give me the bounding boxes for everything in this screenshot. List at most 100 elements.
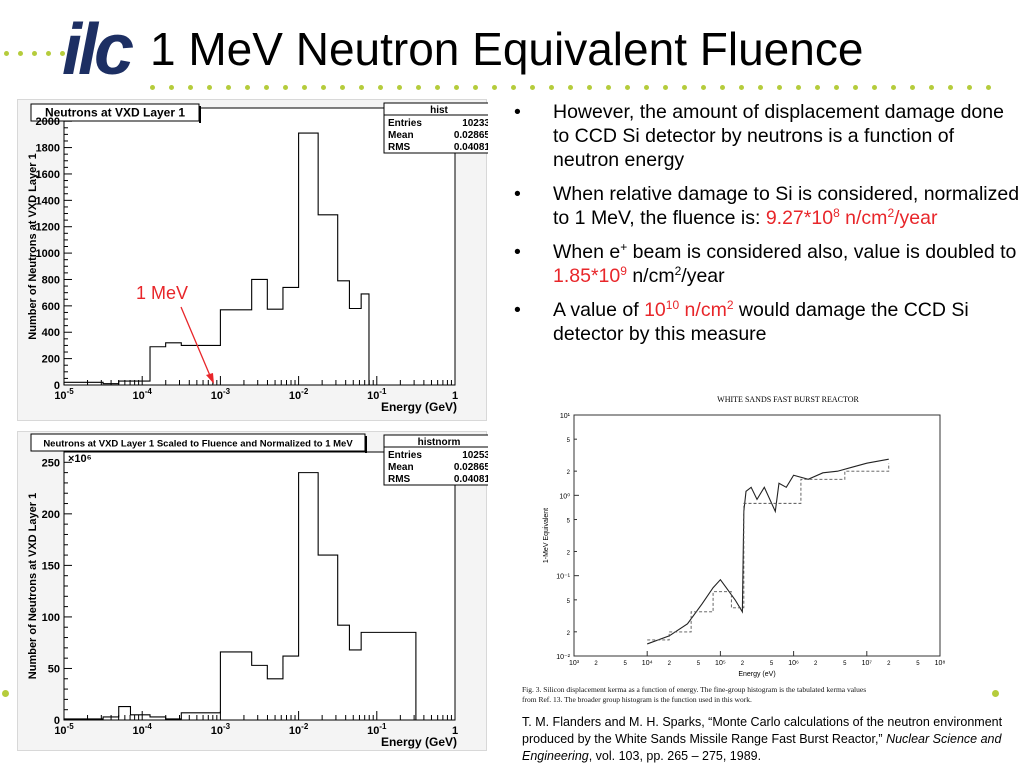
decorative-dot xyxy=(948,85,953,90)
reactor-y-minor-label: 2 xyxy=(567,550,571,556)
decorative-dot xyxy=(150,85,155,90)
y-tick-label: 200 xyxy=(42,509,60,521)
decorative-dot xyxy=(872,85,877,90)
reactor-y-label: 1-MeV Equivalent xyxy=(543,508,550,563)
decorative-dot xyxy=(435,85,440,90)
bullet-text: 10 xyxy=(665,298,680,312)
decorative-dot xyxy=(32,51,37,56)
reactor-y-tick-label: 10⁻¹ xyxy=(556,574,570,581)
y-tick-label: 400 xyxy=(42,327,60,339)
histogram-bin xyxy=(349,308,361,385)
stats-value: 10253 xyxy=(462,450,488,461)
y-tick-label: 1400 xyxy=(36,195,60,207)
stats-name: hist xyxy=(430,105,448,116)
reactor-x-tick-label: 10⁸ xyxy=(935,660,946,667)
y-tick-label: 1200 xyxy=(36,222,60,234)
y-tick-label: 0 xyxy=(54,715,60,727)
decorative-dot xyxy=(302,85,307,90)
histogram-bin xyxy=(64,719,103,720)
bullet-text: n/cm xyxy=(626,265,675,287)
histogram-bin xyxy=(103,384,119,385)
decorative-dot xyxy=(625,85,630,90)
bullet-item: • When relative damage to Si is considere… xyxy=(512,182,1020,230)
decorative-dot xyxy=(492,85,497,90)
histogram-bin xyxy=(130,715,150,720)
bullet-text: 9 xyxy=(620,264,627,278)
decorative-dot xyxy=(587,85,592,90)
decorative-dot xyxy=(758,85,763,90)
bullet-item: • However, the amount of displacement dam… xyxy=(512,100,1020,172)
stats-value: 0.02865 xyxy=(454,130,488,141)
bullet-marker: • xyxy=(514,183,521,205)
bullet-text: However, the amount of displacement dama… xyxy=(553,101,1004,171)
decorative-dot xyxy=(530,85,535,90)
y-tick-label: 2000 xyxy=(36,116,60,128)
decorative-dot xyxy=(986,85,991,90)
decorative-dot xyxy=(454,85,459,90)
x-tick-label: 10-1 xyxy=(367,387,387,402)
histogram-bin xyxy=(150,347,166,385)
x-tick-label: 10-4 xyxy=(133,722,153,737)
reactor-x-tick-label: 10³ xyxy=(569,660,580,667)
stats-label: Mean xyxy=(388,462,414,473)
decorative-dot xyxy=(891,85,896,90)
histogram-bin xyxy=(318,215,338,385)
decorative-dot xyxy=(701,85,706,90)
decorative-dot xyxy=(967,85,972,90)
histogram-bin xyxy=(283,287,299,385)
histogram-bin xyxy=(181,345,220,385)
reactor-y-minor-label: 5 xyxy=(567,438,571,444)
y-axis-label: Number of Neutrons at VXD Layer 1 xyxy=(27,493,39,679)
bullet-text: beam is considered also, value is double… xyxy=(627,241,1017,263)
decorative-dot xyxy=(340,85,345,90)
decorative-dot xyxy=(910,85,915,90)
histogram-bin xyxy=(166,719,182,720)
y-tick-label: 600 xyxy=(42,301,60,313)
bullet-text: would damage the CCD Si detector by this… xyxy=(553,299,969,345)
decorative-dot xyxy=(169,85,174,90)
decorative-dot xyxy=(606,85,611,90)
histogram-bin xyxy=(119,707,131,720)
bullet-text: 1.85*10 xyxy=(553,265,621,287)
histogram-svg: Neutrons at VXD Layer 1 Scaled to Fluenc… xyxy=(27,433,488,749)
x-tick-label: 10-5 xyxy=(54,387,74,402)
decorative-dot xyxy=(378,85,383,90)
y-tick-label: 800 xyxy=(42,274,60,286)
plot-frame xyxy=(63,107,456,386)
decorative-dot xyxy=(283,85,288,90)
histogram-bin xyxy=(338,625,350,720)
bullet-text: 2 xyxy=(726,298,734,312)
decorative-dot xyxy=(359,85,364,90)
reactor-x-minor-label: 2 xyxy=(814,661,818,667)
ilc-logo: ilc xyxy=(62,10,134,90)
reactor-kerma-figure: WHITE SANDS FAST BURST REACTOR 10⁻² 2 5 10⁻¹… xyxy=(522,392,1010,710)
citation-text: T. M. Flanders and M. H. Sparks, “Monte … xyxy=(522,715,1003,746)
histogram-bin xyxy=(349,650,361,720)
y-tick-label: 100 xyxy=(42,612,60,624)
histogram-bin xyxy=(181,713,220,720)
bullet-text: 2 xyxy=(674,264,682,278)
reactor-x-minor-label: 2 xyxy=(741,661,745,667)
decorative-dot xyxy=(321,85,326,90)
decorative-dot xyxy=(2,690,9,697)
reactor-x-minor-label: 5 xyxy=(770,661,774,667)
histogram-bin xyxy=(318,555,338,720)
citation-rest: , vol. 103, pp. 265 – 275, 1989. xyxy=(588,749,762,763)
reactor-x-minor-label: 5 xyxy=(623,661,627,667)
reactor-svg: WHITE SANDS FAST BURST REACTOR 10⁻² 2 5 10⁻¹… xyxy=(522,395,946,704)
decorative-dot xyxy=(188,85,193,90)
decorative-dot xyxy=(416,85,421,90)
bullet-text: 10 xyxy=(644,299,666,321)
decorative-dot xyxy=(834,85,839,90)
citation-journal: Nuclear Science and Engineering xyxy=(522,732,1002,763)
annotation-arrow-head xyxy=(206,373,214,384)
reactor-x-tick-label: 10⁷ xyxy=(862,660,873,667)
plot-title-shadow xyxy=(199,106,201,123)
reactor-x-minor-label: 5 xyxy=(916,661,920,667)
stats-box xyxy=(383,102,488,154)
decorative-dot xyxy=(4,51,9,56)
decorative-dot xyxy=(245,85,250,90)
stats-name: histnorm xyxy=(418,437,461,448)
bullet-text: /year xyxy=(894,207,938,229)
stats-label: Mean xyxy=(388,130,414,141)
